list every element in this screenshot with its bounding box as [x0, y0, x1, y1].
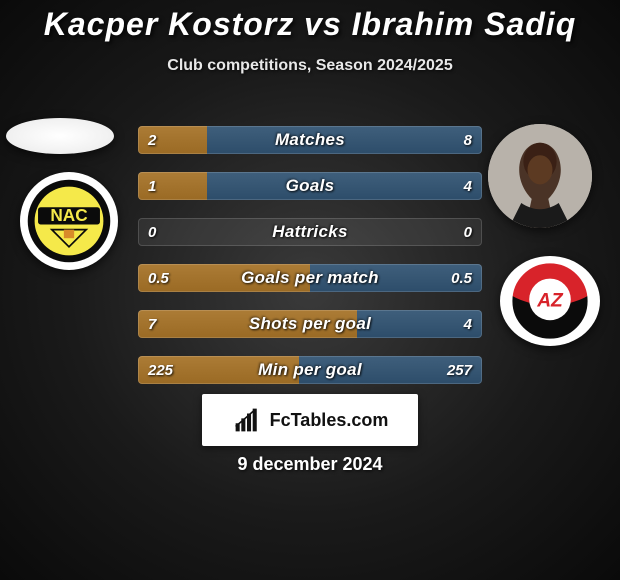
- svg-text:NAC: NAC: [50, 205, 87, 225]
- az-badge-icon: AZ: [506, 261, 594, 341]
- stat-row: 0 Hattricks 0: [138, 218, 482, 246]
- stats-area: 2 Matches 8 1 Goals 4 0 Hattricks 0 0.5 …: [138, 126, 482, 402]
- stat-bar-right: [310, 264, 482, 292]
- stat-row: 1 Goals 4: [138, 172, 482, 200]
- footer-date: 9 december 2024: [0, 454, 620, 475]
- stat-row: 225 Min per goal 257: [138, 356, 482, 384]
- nac-badge-icon: NAC: [26, 178, 112, 264]
- page-title: Kacper Kostorz vs Ibrahim Sadiq: [0, 0, 620, 43]
- stat-row: 2 Matches 8: [138, 126, 482, 154]
- player-left-photo: [6, 118, 114, 154]
- stat-bar-left: [138, 172, 207, 200]
- stat-label: Hattricks: [138, 218, 482, 246]
- fctables-logo-icon: [232, 407, 262, 433]
- site-badge-text: FcTables.com: [270, 410, 389, 431]
- stat-bar-left: [138, 126, 207, 154]
- stat-row: 7 Shots per goal 4: [138, 310, 482, 338]
- club-right-logo: AZ: [500, 256, 600, 346]
- stat-bar-left: [138, 356, 299, 384]
- stat-bar-right: [299, 356, 482, 384]
- stat-row: 0.5 Goals per match 0.5: [138, 264, 482, 292]
- player-right-silhouette-icon: [488, 124, 592, 228]
- club-left-logo: NAC: [20, 172, 118, 270]
- stat-bar-left: [138, 264, 310, 292]
- subtitle: Club competitions, Season 2024/2025: [0, 57, 620, 75]
- stat-bar-right: [207, 126, 482, 154]
- site-badge[interactable]: FcTables.com: [202, 394, 418, 446]
- stat-bar-right: [207, 172, 482, 200]
- stat-value-right: 0: [464, 218, 472, 246]
- stat-value-left: 0: [148, 218, 156, 246]
- stat-bar-left: [138, 310, 357, 338]
- stat-bar-right: [357, 310, 482, 338]
- svg-text:AZ: AZ: [536, 291, 564, 312]
- player-right-photo: [488, 124, 592, 228]
